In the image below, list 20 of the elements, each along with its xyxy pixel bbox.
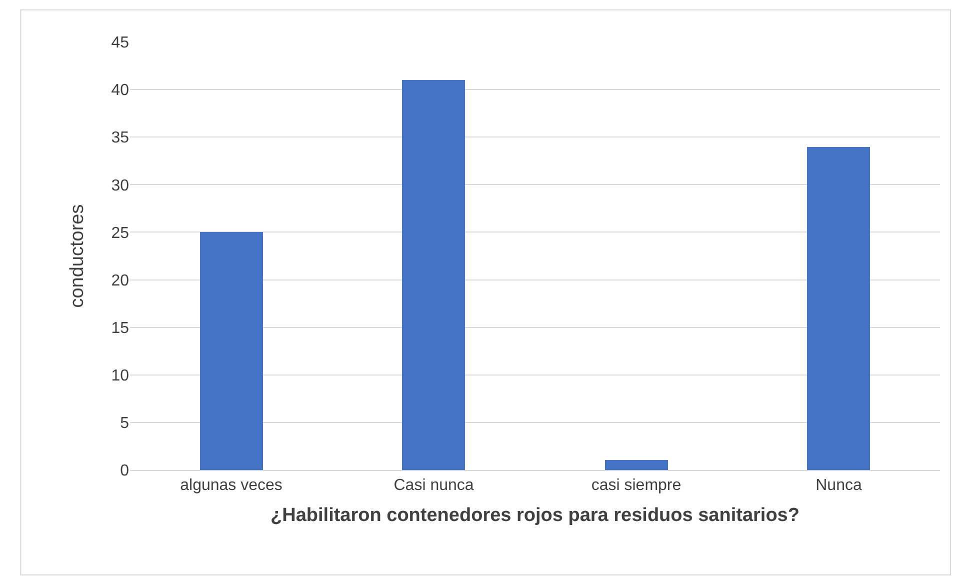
y-tick-label: 20 [111,272,130,290]
x-tick-label: algunas veces [180,477,282,494]
y-tick-label: 5 [120,415,130,432]
y-tick-label: 45 [111,34,130,52]
bar [605,460,668,470]
y-tick-label: 40 [111,82,130,100]
bar [200,232,263,470]
x-tick-label: casi siempre [591,477,682,494]
y-tick-label: 30 [111,177,130,194]
x-axis-title: ¿Habilitaron contenedores rojos para residuos sanitarios? [270,505,800,526]
y-tick-label: 0 [120,462,130,480]
x-tick-label: Nunca [816,477,862,494]
y-tick-label: 10 [111,367,130,384]
y-axis-title: conductores [67,204,88,308]
bar [402,80,465,470]
y-tick-label: 35 [111,130,130,147]
bar [807,147,870,470]
y-tick-label: 25 [111,224,130,242]
y-tick-label: 15 [111,320,130,337]
x-tick-label: Casi nunca [394,477,474,494]
